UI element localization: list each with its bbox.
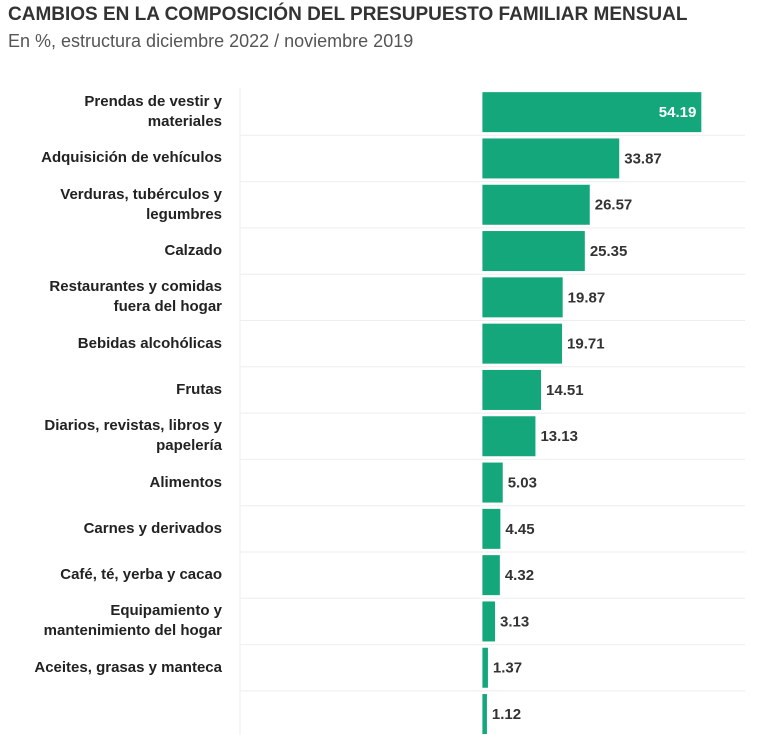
- value-label: 4.32: [505, 567, 534, 584]
- category-label: Carnes y derivados: [83, 519, 222, 537]
- value-label: 1.12: [492, 706, 521, 723]
- value-label: 33.87: [624, 150, 662, 167]
- value-label: 19.87: [568, 289, 606, 306]
- bar: [482, 601, 496, 642]
- value-label: 25.35: [590, 243, 628, 260]
- value-label: 3.13: [500, 613, 529, 630]
- category-label: Café, té, yerba y cacao: [60, 566, 222, 584]
- bar: [482, 138, 620, 179]
- bar: [482, 416, 536, 457]
- bar: [482, 92, 702, 133]
- category-label: Verduras, tubérculos y legumbres: [60, 185, 222, 223]
- chart-title: CAMBIOS EN LA COMPOSICIÓN DEL PRESUPUEST…: [8, 4, 688, 25]
- bar: [482, 462, 503, 503]
- bar: [482, 184, 590, 225]
- bar: [482, 647, 488, 688]
- value-label: 13.13: [540, 428, 578, 445]
- category-label: Prendas de vestir y materiales: [84, 93, 222, 131]
- value-label: 5.03: [508, 475, 537, 492]
- category-label: Frutas: [176, 380, 222, 398]
- bar: [482, 323, 563, 364]
- value-label: 26.57: [595, 197, 633, 214]
- category-label: Aceites, grasas y manteca: [34, 658, 222, 676]
- bar: [482, 694, 487, 735]
- category-label: Alimentos: [149, 473, 222, 491]
- bar: [482, 231, 585, 272]
- category-label: Calzado: [164, 242, 222, 260]
- chart-subtitle: En %, estructura diciembre 2022 / noviem…: [8, 31, 414, 51]
- value-label: 54.19: [659, 104, 697, 121]
- value-label: 14.51: [546, 382, 584, 399]
- value-label: 19.71: [567, 336, 605, 353]
- value-label: 1.37: [493, 660, 522, 677]
- bar: [482, 508, 501, 549]
- category-label: Adquisición de vehículos: [41, 149, 222, 167]
- bar: [482, 277, 563, 318]
- category-label: Restaurantes y comidas fuera del hogar: [49, 278, 222, 316]
- bar: [482, 369, 542, 410]
- value-label: 4.45: [505, 521, 534, 538]
- bar: [482, 555, 500, 596]
- category-label: Diarios, revistas, libros y papelería: [44, 417, 222, 455]
- category-label: Bebidas alcohólicas: [77, 334, 222, 352]
- category-label: Equipamiento y mantenimiento del hogar: [43, 602, 222, 640]
